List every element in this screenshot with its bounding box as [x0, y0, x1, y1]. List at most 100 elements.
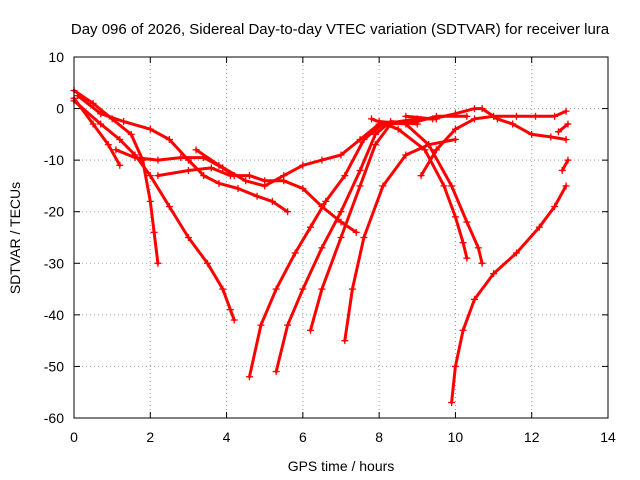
data-point	[512, 249, 520, 257]
data-point	[451, 136, 459, 144]
data-point	[360, 136, 368, 144]
series-track-13	[375, 117, 486, 267]
data-point	[337, 208, 345, 216]
data-point	[200, 172, 208, 180]
data-point	[154, 172, 162, 180]
x-tick-label: 8	[375, 429, 383, 445]
y-tick-label: -20	[44, 204, 64, 220]
data-point	[299, 161, 307, 169]
y-tick-label: -60	[44, 410, 64, 426]
data-point	[356, 166, 364, 174]
data-point	[272, 368, 280, 376]
data-point	[402, 151, 410, 159]
x-tick-label: 14	[600, 429, 616, 445]
y-axis-label: SDTVAR / TECUs	[7, 182, 23, 294]
data-point	[215, 161, 223, 169]
data-point	[204, 259, 211, 267]
data-point	[234, 185, 242, 193]
data-point	[104, 141, 112, 149]
series-trace	[72, 89, 160, 265]
data-point	[535, 223, 543, 231]
data-point	[112, 146, 120, 154]
data-point	[375, 117, 383, 125]
data-point	[478, 259, 486, 267]
data-point	[371, 130, 379, 138]
data-point	[242, 177, 250, 185]
data-point	[532, 112, 540, 120]
data-point	[272, 285, 280, 293]
data-point	[448, 182, 456, 190]
data-point	[463, 254, 471, 262]
data-point	[417, 172, 425, 180]
data-point	[341, 337, 349, 345]
data-point	[219, 285, 227, 293]
data-point	[299, 185, 307, 193]
data-point	[165, 136, 173, 144]
data-point	[306, 326, 314, 334]
plot-frame	[73, 56, 609, 419]
data-point	[474, 244, 482, 252]
data-point	[253, 192, 261, 200]
data-point	[245, 172, 253, 180]
data-point	[528, 130, 536, 138]
data-point	[394, 125, 402, 133]
data-point	[97, 120, 105, 128]
series-track-5	[74, 92, 292, 216]
data-point	[564, 156, 572, 164]
data-point	[337, 234, 345, 241]
data-point	[341, 172, 349, 180]
data-point	[150, 228, 158, 236]
data-point	[97, 110, 105, 118]
data-point	[284, 208, 292, 216]
data-point	[471, 295, 478, 303]
data-series	[70, 87, 572, 407]
data-point	[551, 112, 559, 120]
y-tick-label: -30	[44, 255, 64, 271]
data-point	[257, 321, 265, 329]
data-point	[429, 115, 437, 123]
y-tick-label: 0	[56, 101, 64, 117]
data-point	[471, 105, 478, 113]
data-point	[448, 399, 456, 407]
data-point	[554, 128, 562, 136]
data-point	[348, 285, 356, 293]
chart-title: Day 096 of 2026, Sidereal Day-to-day VTE…	[71, 21, 610, 38]
data-point	[337, 218, 345, 226]
data-point	[318, 244, 326, 252]
data-point	[564, 120, 572, 128]
data-point	[74, 92, 82, 100]
data-point	[551, 203, 559, 211]
data-point	[318, 156, 326, 164]
data-point	[562, 107, 570, 115]
data-point	[299, 285, 307, 293]
data-point	[360, 234, 368, 241]
data-point	[226, 306, 234, 314]
x-axis-label: GPS time / hours	[288, 458, 395, 474]
data-point	[306, 223, 314, 231]
data-point	[131, 154, 139, 162]
data-point	[184, 166, 192, 174]
data-point	[261, 182, 269, 190]
x-tick-label: 2	[146, 429, 154, 445]
data-point	[512, 112, 520, 120]
series-trace	[194, 122, 381, 188]
series-trace	[556, 122, 570, 134]
y-tick-label: -50	[44, 358, 64, 374]
data-point	[318, 285, 326, 293]
series-track-17	[554, 120, 572, 136]
data-point	[490, 270, 498, 278]
data-point	[451, 362, 459, 370]
data-point	[509, 120, 517, 128]
data-point	[184, 156, 192, 164]
series-track-15	[402, 105, 570, 144]
data-point	[562, 136, 570, 144]
data-point	[371, 141, 379, 149]
series-track-16	[448, 182, 570, 407]
data-point	[291, 249, 299, 257]
data-point	[230, 316, 238, 324]
series-trace	[404, 107, 568, 141]
data-point	[547, 133, 555, 141]
data-point	[284, 321, 292, 329]
data-point	[268, 197, 276, 205]
